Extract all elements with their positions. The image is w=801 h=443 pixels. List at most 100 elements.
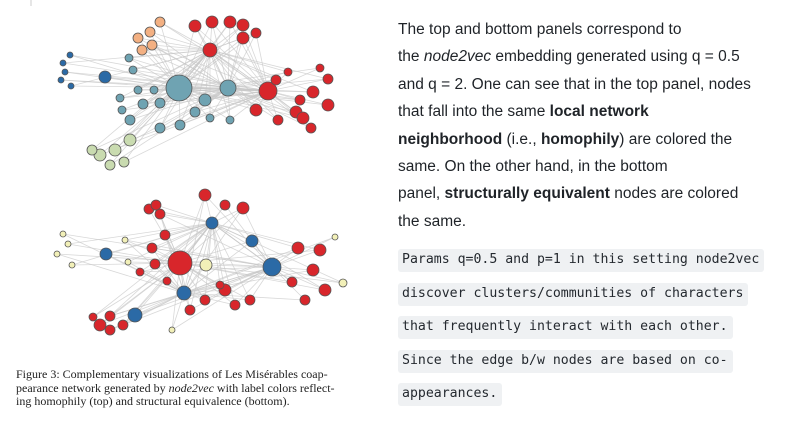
top-network-edge [153, 49, 211, 91]
top-network-node [202, 42, 218, 58]
bottom-network-node [117, 319, 129, 331]
top-network-edge [151, 44, 211, 51]
top-network-node [66, 51, 74, 59]
top-network-node [128, 65, 138, 75]
bottom-network-edge [159, 213, 273, 268]
top-network-edges [60, 21, 329, 166]
bottom-network-node [215, 280, 225, 290]
bottom-network-edge [211, 222, 221, 286]
top-network-node [57, 76, 65, 84]
top-network-node [249, 103, 263, 117]
top-network-node [174, 119, 186, 131]
top-network-node [117, 105, 127, 115]
top-network-nodes [57, 15, 335, 171]
top-network-node [223, 15, 237, 29]
explanation-line: embedding generated using q = 0.5 [491, 48, 740, 66]
bottom-network-node [104, 310, 116, 322]
top-network-node [189, 106, 201, 118]
bottom-network-node [262, 257, 282, 277]
top-network-edge [211, 21, 229, 89]
top-network-node [136, 44, 148, 56]
top-network-node [272, 114, 284, 126]
bottom-network-node [88, 312, 98, 322]
bottom-network-node [219, 199, 231, 211]
homophily-term: homophily [540, 130, 620, 148]
bottom-network-node [184, 304, 196, 316]
code-line: Params q=0.5 and p=1 in this setting nod… [398, 249, 765, 272]
explanation-line: that fall into the same [398, 103, 550, 121]
top-network-edge [209, 49, 269, 92]
bottom-network-node [199, 258, 213, 272]
bottom-network-node [198, 188, 212, 202]
bottom-network-node [306, 263, 320, 277]
top-network-edge [62, 62, 229, 89]
explanation-line: same. On the other hand, in the bottom [398, 158, 668, 176]
explanation-line: nodes are colored [609, 185, 739, 203]
bottom-network-edge [99, 292, 185, 326]
figure-caption: Figure 3: Complementary visualizations o… [16, 367, 386, 409]
bottom-network-edge [271, 266, 326, 291]
bottom-network-edge [99, 222, 213, 326]
top-network-edge [267, 67, 321, 92]
top-network-node [149, 85, 159, 95]
top-network-node [146, 39, 158, 51]
explanation-paragraph: The top and bottom panels correspond to … [398, 16, 790, 235]
top-network-edge [128, 49, 211, 59]
top-network-edge [159, 21, 269, 92]
bottom-network-node [59, 230, 67, 238]
bottom-network-node [199, 294, 211, 306]
top-network-edge [194, 90, 269, 113]
top-network-edge [209, 49, 289, 73]
code-line: that frequently interact with each other… [398, 316, 733, 339]
top-network-node [205, 15, 219, 29]
top-network-edge [132, 49, 211, 71]
top-network-node [59, 59, 67, 67]
bottom-network-edge [127, 222, 213, 263]
neighborhood-term: neighborhood [398, 130, 503, 148]
top-network-node [306, 85, 320, 99]
top-network-node [137, 98, 149, 110]
top-network-edge [178, 87, 301, 101]
top-network-edge [227, 87, 279, 121]
bottom-network-node [299, 294, 311, 306]
top-network-node [123, 133, 137, 147]
bottom-network-edge [56, 253, 185, 294]
bottom-network-edge [183, 292, 251, 301]
bottom-network-node [162, 276, 172, 286]
bottom-network-edge [183, 222, 213, 294]
top-network-node [98, 70, 112, 84]
top-network-node [258, 81, 278, 101]
top-network-edge [209, 49, 314, 93]
bottom-network-node [244, 294, 256, 306]
bottom-network-node [286, 276, 298, 288]
bottom-network-edge [242, 207, 273, 268]
bottom-network-edge [122, 222, 213, 326]
bottom-network-node [318, 283, 332, 297]
top-network-node [118, 156, 130, 168]
bottom-network-node [53, 250, 61, 258]
top-network-node [321, 98, 335, 112]
top-network-node [104, 159, 116, 171]
bottom-network-edge [155, 204, 213, 224]
explanation-line: ) are colored the [619, 130, 733, 148]
bottom-network-edge [171, 266, 273, 331]
top-network-edge [227, 71, 289, 89]
bottom-network-node [127, 307, 143, 323]
top-network-edge [204, 49, 211, 101]
network-graphs [53, 15, 348, 336]
top-network-node [154, 97, 166, 109]
bottom-network-node [236, 201, 250, 215]
structurally-equivalent-term: structurally equivalent [444, 185, 610, 203]
top-network-node [108, 143, 122, 157]
top-network-node [154, 16, 166, 28]
caption-line-2c: with label colors reflect- [213, 380, 335, 395]
bottom-network-edge [92, 262, 181, 318]
explanation-line: and q = 2. One can see that in the top p… [398, 75, 751, 93]
top-network-edge [267, 78, 329, 92]
bottom-network-node [124, 258, 132, 266]
bottom-network-edge [271, 236, 336, 268]
bottom-network-node [104, 324, 116, 336]
top-network-node [124, 114, 136, 126]
bottom-network-node [149, 258, 161, 270]
top-network-node [188, 19, 202, 33]
